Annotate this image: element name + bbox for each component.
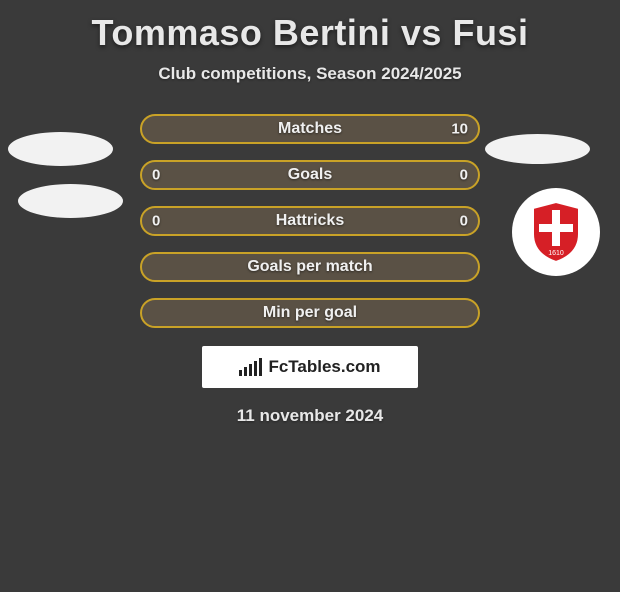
stat-right: 0 <box>460 213 468 230</box>
shield-icon: 1610 <box>529 200 583 264</box>
player1-avatar-placeholder <box>8 132 113 166</box>
stat-row-hattricks: 0 Hattricks 0 <box>140 206 480 236</box>
stat-right: 0 <box>460 167 468 184</box>
stat-label: Min per goal <box>142 304 478 322</box>
stat-label: Hattricks <box>142 212 478 230</box>
stat-row-matches: Matches 10 <box>140 114 480 144</box>
shield-year: 1610 <box>548 250 564 257</box>
stat-row-mpg: Min per goal <box>140 298 480 328</box>
date-label: 11 november 2024 <box>0 406 620 426</box>
stat-right: 10 <box>451 121 468 138</box>
stat-label: Goals per match <box>142 258 478 276</box>
stat-row-goals: 0 Goals 0 <box>140 160 480 190</box>
player2-club-badge: 1610 <box>512 188 600 276</box>
subtitle: Club competitions, Season 2024/2025 <box>0 64 620 84</box>
bars-icon <box>239 358 262 376</box>
fctables-label: FcTables.com <box>268 357 380 377</box>
stat-row-gpm: Goals per match <box>140 252 480 282</box>
stat-label: Goals <box>142 166 478 184</box>
stat-label: Matches <box>142 120 478 138</box>
player2-avatar-placeholder <box>485 134 590 164</box>
fctables-badge: FcTables.com <box>202 346 418 388</box>
player1-club-placeholder <box>18 184 123 218</box>
page-title: Tommaso Bertini vs Fusi <box>0 12 620 54</box>
